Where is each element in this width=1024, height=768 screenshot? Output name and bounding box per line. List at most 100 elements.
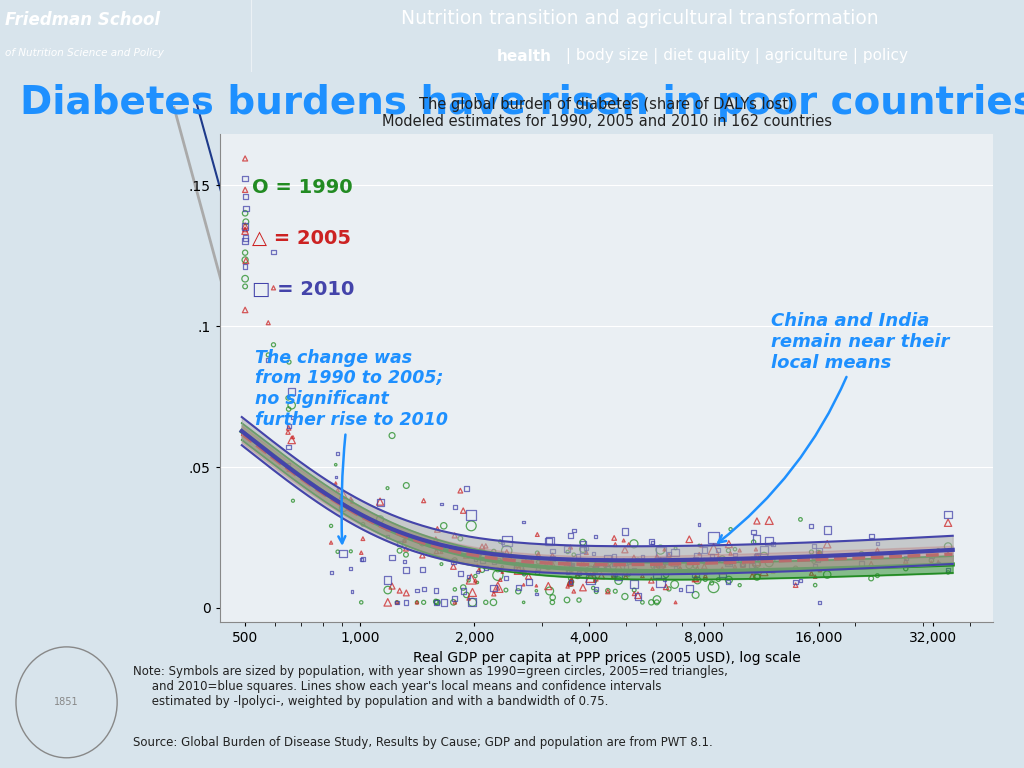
Point [579, 564, 595, 577]
Point [727, 561, 743, 573]
Point [446, 596, 463, 608]
Point [672, 561, 688, 574]
Point [819, 538, 836, 551]
Point [656, 544, 673, 556]
Point [416, 495, 432, 507]
Point [615, 557, 632, 569]
Point [749, 555, 765, 568]
Point [380, 574, 396, 586]
Point [280, 426, 296, 439]
Point [499, 548, 515, 561]
Point [428, 596, 444, 608]
Point [606, 557, 623, 569]
Point [330, 545, 346, 558]
Point [433, 558, 450, 571]
Point [898, 562, 914, 574]
Point [570, 565, 587, 578]
Point [689, 551, 706, 563]
Point [354, 518, 371, 531]
Point [471, 549, 487, 561]
Point [930, 544, 946, 556]
Point [721, 574, 737, 586]
Point [607, 585, 624, 598]
Point [515, 578, 531, 591]
Point [530, 562, 547, 574]
Point [458, 482, 474, 495]
Point [734, 559, 751, 571]
Point [587, 562, 603, 574]
Point [727, 543, 743, 555]
Point [720, 545, 736, 557]
Point [396, 555, 413, 568]
Point [703, 550, 720, 562]
Point [605, 570, 622, 582]
Point [574, 538, 591, 550]
Point [477, 540, 494, 552]
Point [810, 548, 826, 560]
Point [335, 502, 351, 514]
Point [652, 557, 669, 569]
Point [429, 596, 445, 608]
Point [734, 559, 751, 571]
Point [648, 556, 665, 568]
Point [749, 515, 765, 527]
Point [587, 575, 603, 588]
Point [511, 564, 527, 576]
Point [667, 578, 683, 591]
Point [379, 523, 395, 535]
Point [544, 596, 560, 608]
Point [398, 564, 415, 576]
Point [615, 554, 632, 567]
Point [748, 565, 764, 578]
Point [807, 579, 823, 591]
Point [668, 561, 684, 574]
Point [696, 560, 713, 572]
Point [237, 260, 253, 273]
Point [428, 584, 444, 597]
Point [389, 596, 406, 608]
Point [463, 520, 479, 532]
Point [607, 538, 624, 551]
Point [644, 536, 660, 548]
Point [587, 558, 603, 571]
Point [446, 501, 463, 513]
Point [853, 548, 869, 560]
Point [281, 403, 297, 415]
Point [765, 564, 781, 577]
Point [285, 495, 301, 507]
Point [587, 530, 603, 542]
Point [467, 553, 483, 565]
Point [455, 505, 471, 517]
Point [344, 495, 360, 507]
Point [446, 554, 463, 566]
Point [510, 581, 526, 594]
Point [562, 573, 579, 585]
Point [260, 354, 276, 366]
Point [414, 549, 430, 561]
Point [429, 523, 445, 535]
Point [469, 576, 485, 588]
Point [806, 551, 822, 563]
Point [433, 546, 450, 558]
Point [924, 554, 940, 567]
Point [761, 535, 777, 547]
Point [787, 576, 804, 588]
Point [588, 583, 604, 595]
Point [511, 562, 527, 574]
Point [530, 556, 547, 568]
Point [477, 596, 494, 608]
Point [853, 551, 869, 564]
Point [863, 572, 880, 584]
Point [810, 546, 826, 558]
Point [237, 184, 253, 196]
Point [693, 555, 710, 568]
Point [652, 556, 669, 568]
Point [559, 557, 575, 569]
Point [600, 585, 616, 598]
Point [749, 532, 765, 545]
Point [414, 563, 430, 575]
Point [335, 548, 351, 560]
Point [398, 479, 415, 492]
Point [379, 530, 395, 542]
Text: | body size | diet quality | agriculture | policy: | body size | diet quality | agriculture… [561, 48, 908, 65]
